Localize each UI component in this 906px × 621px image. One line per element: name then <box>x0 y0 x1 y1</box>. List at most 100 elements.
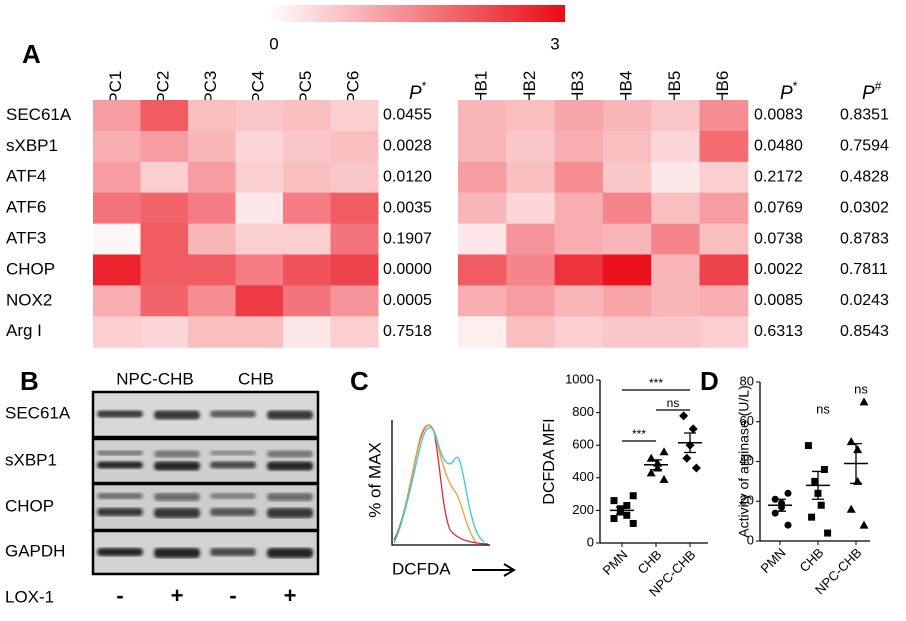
band <box>210 508 256 516</box>
p-value: 0.0022 <box>754 261 803 278</box>
data-point <box>804 442 812 450</box>
heat-cell <box>283 192 331 225</box>
heat-cell <box>188 254 236 286</box>
panel-label: C <box>350 366 369 396</box>
heat-cell <box>330 130 379 163</box>
color-bar <box>268 5 565 22</box>
heat-cell <box>283 223 331 255</box>
data-point <box>808 513 816 521</box>
p-mark: * <box>793 79 798 93</box>
p-mark: # <box>875 79 882 93</box>
p-value: 0.0083 <box>754 107 803 124</box>
heat-cell <box>188 316 236 348</box>
heat-cell <box>602 316 652 348</box>
protein-label: sXBP1 <box>5 450 57 469</box>
heat-cell <box>330 285 379 317</box>
heat-cell <box>651 192 700 225</box>
y-tick-label: 0 <box>587 534 594 549</box>
heat-cell <box>283 161 331 194</box>
p-value: 0.0035 <box>383 199 432 216</box>
heat-cell <box>699 161 749 194</box>
heat-cell <box>93 192 141 225</box>
band <box>97 450 143 456</box>
heat-cell <box>93 223 141 255</box>
row-label: ATF3 <box>6 229 46 248</box>
heat-cell <box>699 192 749 225</box>
p-value: 0.7811 <box>840 261 888 278</box>
data-point <box>817 501 825 509</box>
heat-cell <box>93 316 141 348</box>
protein-label: SEC61A <box>5 403 71 422</box>
data-point <box>846 504 856 513</box>
heat-cell <box>458 100 507 132</box>
treatment-sign: + <box>284 583 297 608</box>
treatment-sign: + <box>171 583 184 608</box>
data-point <box>646 468 656 477</box>
heat-cell <box>235 316 284 348</box>
y-tick-label: 800 <box>572 404 594 419</box>
band <box>210 450 256 456</box>
heat-cell <box>283 254 331 286</box>
heat-cell <box>330 316 379 348</box>
heat-cell <box>283 285 331 317</box>
group-label: CHB <box>238 369 274 388</box>
heat-cell <box>140 223 189 255</box>
heat-cell <box>188 285 236 317</box>
panel-label: A <box>22 39 41 69</box>
p-value: 0.0000 <box>383 261 432 278</box>
p-letter: P <box>862 83 875 104</box>
p-value: 0.0302 <box>840 199 889 216</box>
p-letter: P <box>409 83 422 104</box>
heat-cell <box>506 192 556 225</box>
heat-cell <box>140 100 189 132</box>
scale-min: 0 <box>269 34 278 53</box>
flow-histogram <box>391 420 516 577</box>
row-label: NOX2 <box>6 290 52 309</box>
significance-label: ns <box>816 401 830 416</box>
heat-cell <box>458 130 507 163</box>
band <box>210 548 256 556</box>
heat-cell <box>235 223 284 255</box>
axis-label: DCFDA MFI <box>541 418 558 504</box>
p-value: 0.2172 <box>754 168 803 185</box>
band <box>97 493 143 499</box>
data-point <box>691 463 701 473</box>
heat-cell <box>554 223 604 255</box>
band <box>267 450 313 458</box>
heat-cell <box>506 316 556 348</box>
heat-cell <box>699 254 749 286</box>
heat-cell <box>140 161 189 194</box>
heat-cell <box>235 161 284 194</box>
axis-label: Activity of arginase (U/L) <box>736 385 752 538</box>
error-bar <box>616 506 628 515</box>
heat-cell <box>651 316 700 348</box>
row-label: CHOP <box>6 259 55 278</box>
heat-cell <box>699 285 749 317</box>
band <box>154 461 200 471</box>
data-point <box>688 424 698 434</box>
p-value: 0.8543 <box>840 323 889 340</box>
heat-cell <box>330 192 379 225</box>
heat-cell <box>140 192 189 225</box>
panel-label: D <box>700 366 719 396</box>
heat-cell <box>330 100 379 132</box>
y-tick-label: 60 <box>740 413 754 428</box>
p-letter: P <box>780 83 793 104</box>
band <box>267 461 313 471</box>
heat-cell <box>651 285 700 317</box>
p-value: 0.1907 <box>383 230 432 247</box>
heat-cell <box>283 100 331 132</box>
heat-cell <box>235 100 284 132</box>
heat-cell <box>458 223 507 255</box>
heat-cell <box>506 100 556 132</box>
heat-cell <box>506 285 556 317</box>
data-point <box>859 520 869 529</box>
y-tick-label: 1000 <box>565 371 594 386</box>
data-point <box>629 492 637 500</box>
p-value: 0.8783 <box>840 230 889 247</box>
p-value: 0.0480 <box>754 138 803 155</box>
error-bar <box>850 442 862 485</box>
heat-cell <box>93 285 141 317</box>
heat-cell <box>330 223 379 255</box>
data-point <box>629 519 637 527</box>
